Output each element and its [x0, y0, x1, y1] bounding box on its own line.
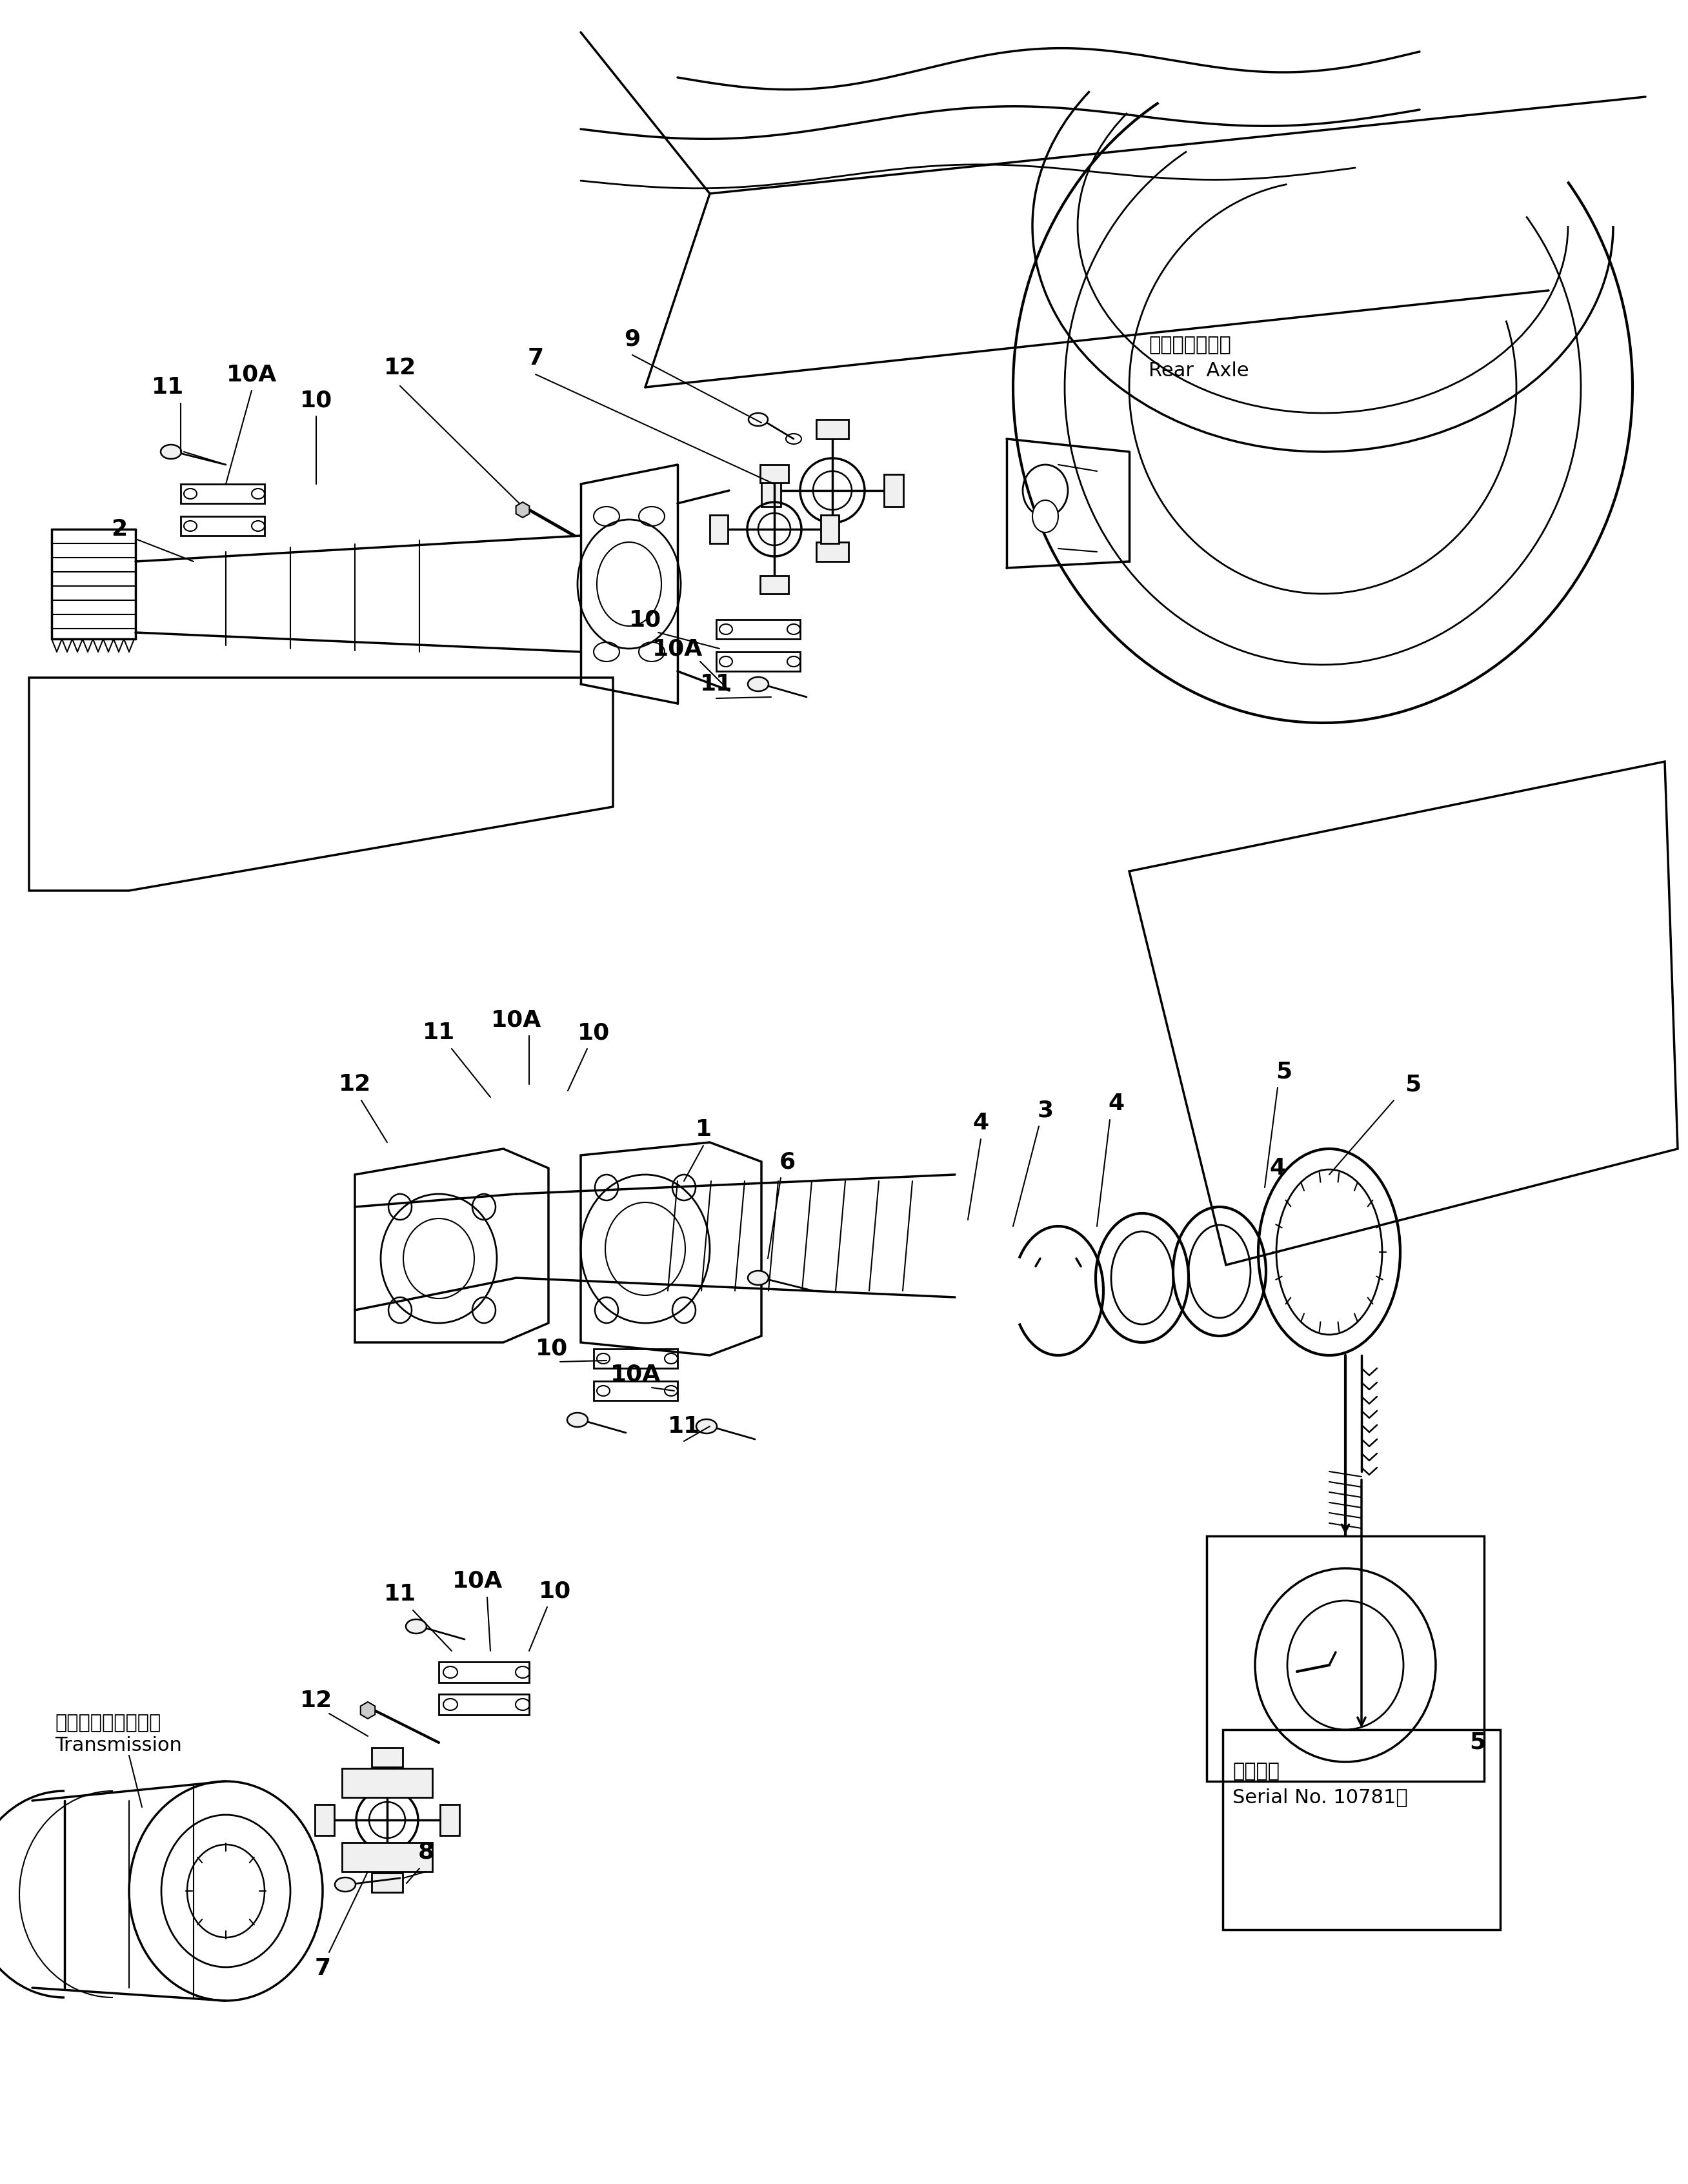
Text: 11: 11 — [701, 673, 733, 695]
Text: 6: 6 — [780, 1151, 795, 1173]
Text: 4: 4 — [1109, 1092, 1124, 1114]
Text: 適用号機: 適用号機 — [1232, 1762, 1280, 1780]
Bar — [439, 1695, 528, 1714]
Text: 10A: 10A — [611, 1363, 660, 1385]
Text: 10: 10 — [630, 609, 662, 631]
Bar — [1207, 1535, 1484, 1782]
Text: Serial No. 10781～: Serial No. 10781～ — [1232, 1789, 1408, 1806]
Ellipse shape — [748, 677, 768, 690]
Text: 5: 5 — [1276, 1061, 1293, 1083]
Ellipse shape — [695, 1420, 717, 1433]
Text: 12: 12 — [339, 1072, 371, 1094]
Bar — [181, 515, 265, 535]
Text: 10: 10 — [577, 1022, 609, 1044]
Ellipse shape — [1033, 500, 1058, 533]
Bar — [594, 1380, 677, 1400]
Bar — [594, 1350, 677, 1367]
Text: トランスミッション: トランスミッション — [54, 1714, 160, 1732]
Bar — [817, 419, 849, 439]
Text: 10: 10 — [300, 389, 333, 411]
Text: 12: 12 — [300, 1690, 333, 1712]
Text: 11: 11 — [383, 1583, 417, 1605]
Polygon shape — [361, 1701, 375, 1719]
Bar — [343, 1843, 432, 1872]
Text: 10: 10 — [535, 1339, 567, 1361]
Ellipse shape — [567, 1413, 587, 1426]
Text: 5: 5 — [1404, 1072, 1421, 1094]
Text: 10A: 10A — [491, 1009, 542, 1031]
Bar — [760, 465, 788, 483]
Bar — [371, 1874, 403, 1891]
Ellipse shape — [748, 1271, 768, 1284]
Text: 9: 9 — [625, 328, 640, 349]
Text: Rear  Axle: Rear Axle — [1148, 360, 1249, 380]
Text: 12: 12 — [383, 356, 417, 378]
Text: 10A: 10A — [652, 638, 702, 660]
Bar — [716, 620, 800, 640]
Text: 11: 11 — [668, 1415, 701, 1437]
Bar — [316, 1804, 334, 1835]
Text: 7: 7 — [314, 1957, 331, 1979]
Text: Transmission: Transmission — [54, 1736, 182, 1754]
Bar — [343, 1769, 432, 1797]
Text: 11: 11 — [422, 1022, 456, 1044]
Text: リヤーアクスル: リヤーアクスル — [1148, 336, 1231, 354]
Text: 5: 5 — [1470, 1732, 1485, 1754]
Bar — [441, 1804, 459, 1835]
Bar — [716, 651, 800, 670]
Text: 3: 3 — [1036, 1099, 1053, 1120]
Bar — [181, 485, 265, 502]
Bar — [1222, 1730, 1501, 1931]
Ellipse shape — [160, 446, 181, 459]
Text: 10: 10 — [538, 1579, 571, 1601]
Text: 1: 1 — [695, 1118, 711, 1140]
Text: 11: 11 — [152, 376, 184, 397]
Bar — [709, 515, 728, 544]
Text: 10A: 10A — [452, 1570, 503, 1592]
Bar — [760, 577, 788, 594]
Bar — [761, 474, 782, 507]
Bar — [371, 1747, 403, 1767]
Polygon shape — [517, 502, 530, 518]
Text: 10A: 10A — [226, 363, 277, 384]
Bar — [439, 1662, 528, 1682]
Ellipse shape — [748, 413, 768, 426]
Bar — [817, 542, 849, 561]
Text: 4: 4 — [972, 1112, 989, 1133]
Ellipse shape — [334, 1878, 356, 1891]
Text: 8: 8 — [417, 1841, 434, 1863]
Text: 2: 2 — [111, 518, 128, 539]
Ellipse shape — [405, 1618, 427, 1634]
Text: 4: 4 — [1269, 1158, 1286, 1179]
Text: 7: 7 — [527, 347, 544, 369]
Bar — [820, 515, 839, 544]
Bar — [885, 474, 903, 507]
